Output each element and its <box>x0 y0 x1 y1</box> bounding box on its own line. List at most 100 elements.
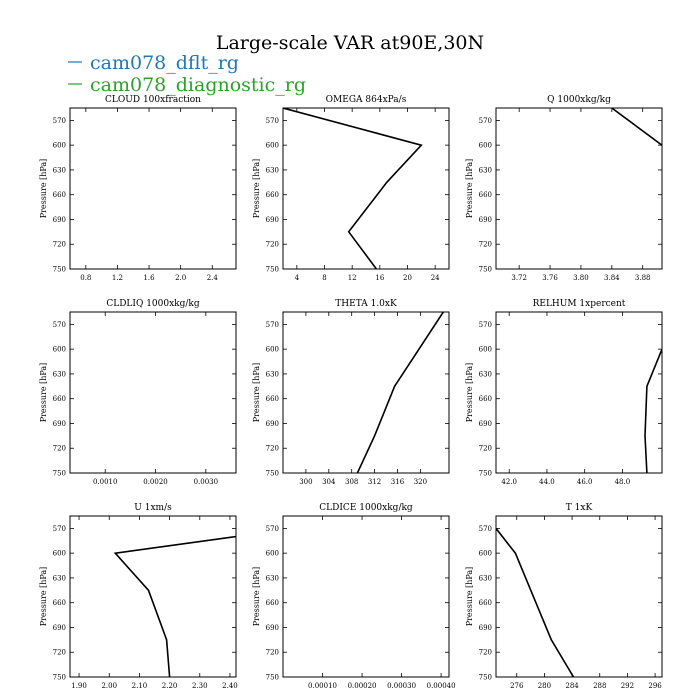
y-tick-label: 750 <box>53 266 66 274</box>
x-tick-label: 46.0 <box>577 478 593 486</box>
panel-title: U 1xm/s <box>134 503 172 513</box>
profile-line-1 <box>283 108 423 269</box>
y-tick-label: 630 <box>266 574 279 582</box>
y-axis-label: Pressure [hPa] <box>252 159 261 219</box>
y-tick-label: 600 <box>53 346 66 354</box>
y-tick-label: 660 <box>53 191 66 199</box>
x-tick-label: 3.84 <box>604 274 620 282</box>
y-tick-label: 690 <box>53 420 66 428</box>
plot-frame <box>69 311 237 474</box>
x-tick-label: 1.2 <box>112 274 123 282</box>
y-tick-label: 570 <box>266 525 279 533</box>
x-tick-label: 44.0 <box>539 478 555 486</box>
x-tick-label: 2.4 <box>207 274 219 282</box>
y-tick-label: 750 <box>479 266 492 274</box>
panel-2: OMEGA 864xPa/s Pressure [hPa] 570 600 630 660… <box>252 95 450 282</box>
profile-line-1 <box>644 348 662 473</box>
x-tick-label: 292 <box>621 682 634 690</box>
x-tick-label: 2.00 <box>101 682 117 690</box>
y-tick-label: 720 <box>479 445 492 453</box>
panel-grid: CLOUD 100xfraction Pressure [hPa] 570 600 63… <box>39 95 663 690</box>
y-tick-label: 690 <box>53 624 66 632</box>
y-tick-label: 660 <box>53 599 66 607</box>
x-tick-label: 280 <box>538 682 551 690</box>
y-tick-label: 630 <box>53 574 66 582</box>
x-tick-label: 0.00020 <box>348 682 377 690</box>
y-axis-label: Pressure [hPa] <box>465 159 474 219</box>
x-tick-label: 24 <box>431 274 440 282</box>
panel-9: T 1xK Pressure [hPa] 570 600 630 660 690 720 750… <box>465 503 663 690</box>
x-tick-label: 2.20 <box>162 682 178 690</box>
y-tick-label: 570 <box>266 321 279 329</box>
plot-frame <box>69 515 237 678</box>
x-tick-label: 304 <box>322 478 336 486</box>
y-tick-label: 630 <box>53 370 66 378</box>
x-tick-label: 2.40 <box>222 682 238 690</box>
y-tick-label: 690 <box>53 216 66 224</box>
y-tick-label: 630 <box>53 166 66 174</box>
x-tick-label: 308 <box>345 478 358 486</box>
x-tick-label: 3.72 <box>511 274 527 282</box>
y-tick-label: 720 <box>479 241 492 249</box>
y-tick-label: 570 <box>479 117 492 125</box>
y-axis-label: Pressure [hPa] <box>465 567 474 627</box>
panel-title: CLDLIQ 1000xkg/kg <box>106 299 200 309</box>
x-tick-label: 1.6 <box>143 274 155 282</box>
y-tick-label: 570 <box>53 321 66 329</box>
x-tick-label: 20 <box>403 274 412 282</box>
x-tick-label: 276 <box>510 682 524 690</box>
x-tick-label: 312 <box>368 478 381 486</box>
y-tick-label: 600 <box>266 550 279 558</box>
legend: cam078_dflt_rg cam078_diagnostic_rg <box>68 52 306 96</box>
y-tick-label: 690 <box>479 624 492 632</box>
x-tick-label: 12 <box>348 274 357 282</box>
panel-title: THETA 1.0xK <box>335 299 397 309</box>
y-tick-label: 690 <box>266 624 279 632</box>
y-tick-label: 660 <box>266 395 279 403</box>
y-tick-label: 660 <box>479 191 492 199</box>
x-tick-label: 300 <box>299 478 312 486</box>
x-tick-label: 0.00010 <box>308 682 337 690</box>
x-tick-label: 0.00030 <box>387 682 416 690</box>
y-tick-label: 600 <box>479 346 492 354</box>
y-tick-label: 600 <box>266 142 279 150</box>
y-tick-label: 720 <box>266 241 279 249</box>
y-tick-label: 660 <box>479 599 492 607</box>
x-tick-label: 0.0030 <box>194 478 219 486</box>
plot-frame <box>282 107 450 270</box>
y-tick-label: 600 <box>53 142 66 150</box>
x-tick-label: 48.0 <box>615 478 631 486</box>
y-tick-label: 570 <box>53 117 66 125</box>
y-tick-label: 750 <box>53 470 66 478</box>
profile-line-1 <box>113 535 236 677</box>
y-tick-label: 750 <box>266 266 279 274</box>
panel-6: RELHUM 1xpercent Pressure [hPa] 570 600 630 6… <box>465 299 663 486</box>
y-tick-label: 750 <box>53 674 66 682</box>
y-tick-label: 750 <box>266 470 279 478</box>
y-tick-label: 750 <box>266 674 279 682</box>
x-tick-label: 296 <box>648 682 662 690</box>
panel-title: CLOUD 100xfraction <box>105 95 201 105</box>
panel-7: U 1xm/s Pressure [hPa] 570 600 630 660 690 720 7… <box>39 503 238 690</box>
panel-8: CLDICE 1000xkg/kg Pressure [hPa] 570 600 630… <box>252 503 456 690</box>
y-tick-label: 570 <box>53 525 66 533</box>
x-tick-label: 316 <box>391 478 405 486</box>
x-tick-label: 16 <box>375 274 384 282</box>
x-tick-label: 0.0010 <box>93 478 118 486</box>
y-tick-label: 690 <box>266 216 279 224</box>
x-tick-label: 0.8 <box>80 274 91 282</box>
panel-title: T 1xK <box>566 503 593 513</box>
y-tick-label: 690 <box>479 216 492 224</box>
plot-frame <box>69 107 237 270</box>
x-tick-label: 2.10 <box>132 682 148 690</box>
panel-title: RELHUM 1xpercent <box>533 299 626 309</box>
y-axis-label: Pressure [hPa] <box>39 363 48 423</box>
panel-title: CLDICE 1000xkg/kg <box>319 503 413 513</box>
y-tick-label: 630 <box>479 166 492 174</box>
legend-label-diagnostic: cam078_diagnostic_rg <box>90 74 306 96</box>
x-tick-label: 3.80 <box>573 274 589 282</box>
y-axis-label: Pressure [hPa] <box>465 363 474 423</box>
y-tick-label: 600 <box>479 550 492 558</box>
y-tick-label: 690 <box>266 420 279 428</box>
profile-line-1 <box>356 312 444 473</box>
